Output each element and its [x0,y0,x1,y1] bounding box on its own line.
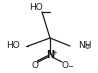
Text: +: + [51,50,57,56]
Text: N: N [46,50,54,60]
Text: HO: HO [29,4,43,12]
Text: HO: HO [6,41,20,51]
Text: O: O [31,61,39,71]
Text: NH: NH [78,41,92,51]
Text: −: − [67,64,73,70]
Text: O: O [62,61,69,71]
Text: 2: 2 [85,45,89,50]
